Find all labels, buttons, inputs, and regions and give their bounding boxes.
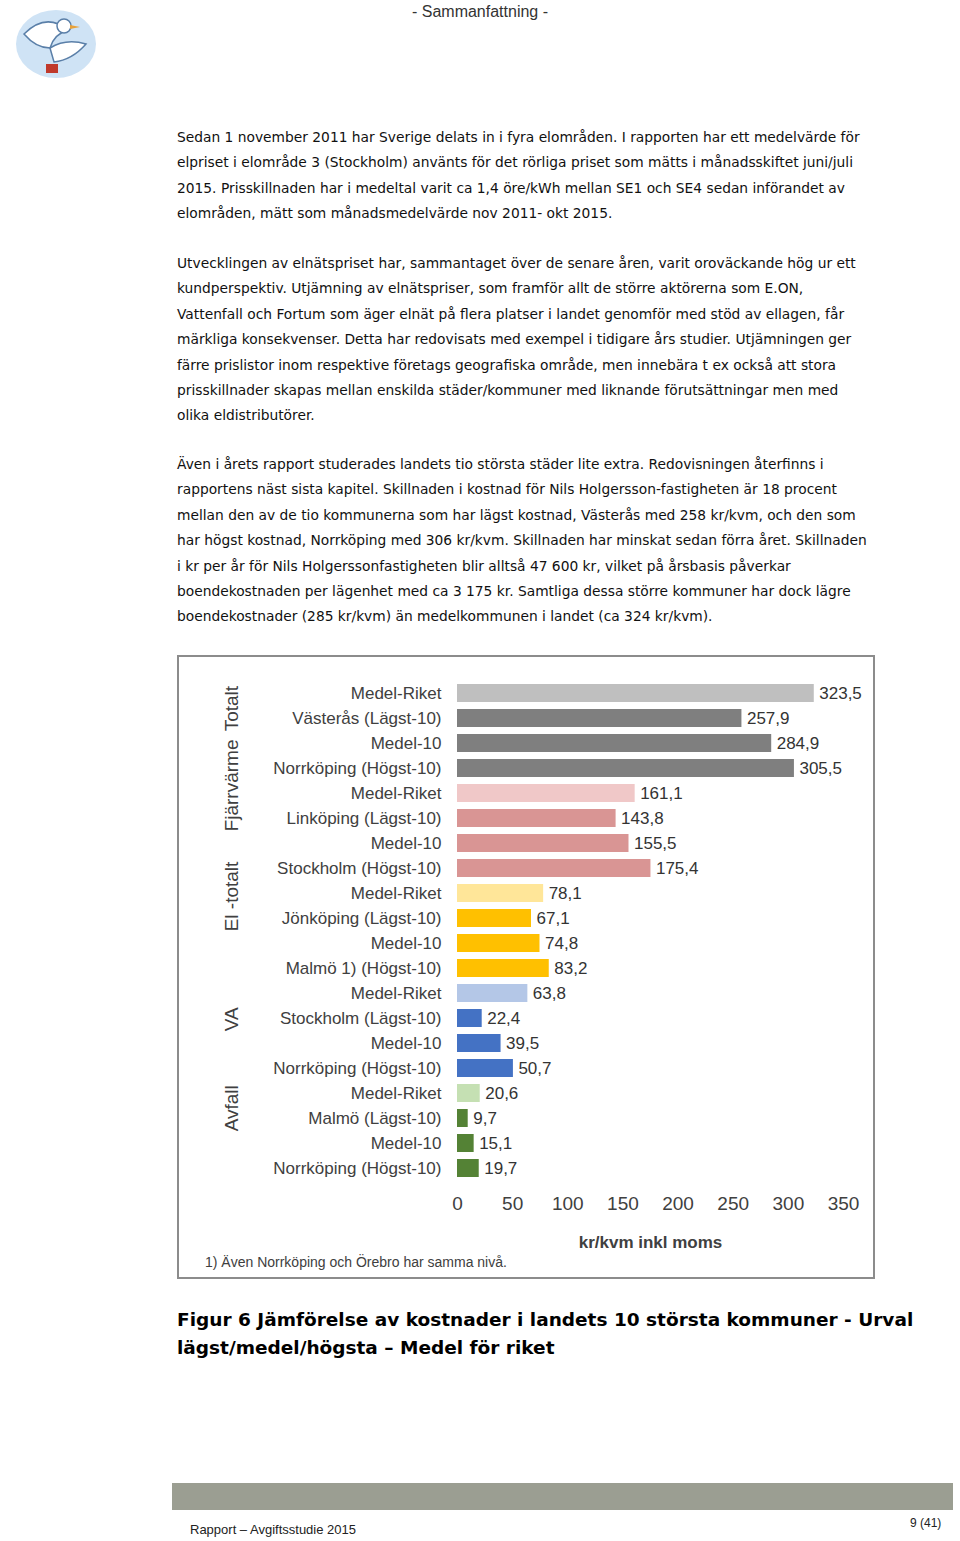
html-text:elpriset i elområde 3 (Stockho: elpriset i elområde 3 (Stockholm) använt… (177, 154, 853, 171)
svg-text:305,5: 305,5 (799, 759, 842, 778)
svg-text:143,8: 143,8 (621, 809, 664, 828)
html-text:har högst kostnad, Norrköping: har högst kostnad, Norrköping med 306 kr… (177, 532, 867, 549)
html-text:boendekostnader (285 kr/kvm) ä: boendekostnader (285 kr/kvm) än medelkom… (177, 608, 713, 625)
html-text:Sedan 1 november 2011 har Sver: Sedan 1 november 2011 har Sverige delats… (177, 129, 860, 145)
html-text:olika eldistributörer.: olika eldistributörer. (177, 407, 315, 424)
svg-text:Medel-10: Medel-10 (371, 734, 442, 753)
svg-text:Medel-Riket: Medel-Riket (351, 784, 442, 803)
svg-text:Medel-10: Medel-10 (371, 834, 442, 853)
svg-text:Medel-Riket: Medel-Riket (351, 1084, 442, 1103)
html-text:1) Även Norrköping och Örebro: 1) Även Norrköping och Örebro har samma … (205, 1254, 507, 1270)
svg-text:Jönköping (Lägst-10): Jönköping (Lägst-10) (282, 909, 442, 928)
svg-text:74,8: 74,8 (545, 934, 578, 953)
html-text:Figur 6 Jämförelse av kostnade: Figur 6 Jämförelse av kostnader i landet… (177, 1309, 914, 1330)
svg-text:284,9: 284,9 (777, 734, 820, 753)
html-text:lägst/medel/högsta – Medel för: lägst/medel/högsta – Medel för riket (177, 1337, 555, 1358)
html-text:elområden, mätt som månadsmede: elområden, mätt som månadsmedelvärde nov… (177, 205, 613, 222)
svg-text:67,1: 67,1 (537, 909, 570, 928)
svg-text:100: 100 (552, 1193, 584, 1214)
html-text:rapportens näst sista kapitel.: rapportens näst sista kapitel. Skillnade… (177, 481, 837, 498)
svg-text:78,1: 78,1 (549, 884, 582, 903)
svg-text:Malmö (Lägst-10): Malmö (Lägst-10) (308, 1109, 441, 1128)
html-text:Utvecklingen av elnätspriset h: Utvecklingen av elnätspriset har, samman… (177, 255, 856, 271)
svg-text:175,4: 175,4 (656, 859, 699, 878)
html-text:märkliga konsekvenser. Detta h: märkliga konsekvenser. Detta har redovis… (177, 331, 852, 348)
svg-text:kr/kvm inkl moms: kr/kvm inkl moms (579, 1233, 723, 1252)
html-text:- Sammanfattning -: - Sammanfattning - (412, 3, 548, 20)
svg-text:22,4: 22,4 (487, 1009, 520, 1028)
svg-text:250: 250 (717, 1193, 749, 1214)
svg-text:323,5: 323,5 (819, 684, 862, 703)
svg-text:Medel-10: Medel-10 (371, 1134, 442, 1153)
svg-text:155,5: 155,5 (634, 834, 677, 853)
svg-text:Medel-10: Medel-10 (371, 934, 442, 953)
svg-text:VA: VA (221, 1007, 242, 1031)
svg-text:Linköping (Lägst-10): Linköping (Lägst-10) (287, 809, 442, 828)
svg-text:Fjärrvärme: Fjärrvärme (221, 740, 242, 832)
svg-text:39,5: 39,5 (506, 1034, 539, 1053)
svg-text:20,6: 20,6 (485, 1084, 518, 1103)
svg-text:Norrköping (Högst-10): Norrköping (Högst-10) (273, 1159, 441, 1178)
html-text:2015. Prisskillnaden har i med: 2015. Prisskillnaden har i medeltal vari… (177, 179, 845, 196)
svg-text:19,7: 19,7 (484, 1159, 517, 1178)
svg-text:257,9: 257,9 (747, 709, 790, 728)
svg-text:Stockholm (Högst-10): Stockholm (Högst-10) (277, 859, 441, 878)
svg-text:300: 300 (773, 1193, 805, 1214)
svg-text:Totalt: Totalt (221, 685, 242, 731)
svg-text:0: 0 (452, 1193, 463, 1214)
svg-text:Medel-Riket: Medel-Riket (351, 884, 442, 903)
svg-text:Medel-Riket: Medel-Riket (351, 984, 442, 1003)
svg-text:Norrköping (Högst-10): Norrköping (Högst-10) (273, 759, 441, 778)
svg-text:63,8: 63,8 (533, 984, 566, 1003)
svg-text:200: 200 (662, 1193, 694, 1214)
html-text:Vattenfall och Fortum som äger: Vattenfall och Fortum som äger elnät på … (177, 305, 845, 322)
html-text:boendekostnaden per lägenhet m: boendekostnaden per lägenhet med ca 3 17… (177, 583, 851, 599)
svg-text:50: 50 (502, 1193, 523, 1214)
svg-text:Avfall: Avfall (221, 1085, 242, 1131)
svg-text:Malmö 1) (Högst-10): Malmö 1) (Högst-10) (286, 959, 442, 978)
html-text:kundperspektiv. Utjämning av e: kundperspektiv. Utjämning av elnätsprise… (177, 280, 804, 297)
html-text:Rapport – Avgiftsstudie 2015: Rapport – Avgiftsstudie 2015 (190, 1522, 356, 1537)
svg-text:83,2: 83,2 (554, 959, 587, 978)
svg-text:Norrköping (Högst-10): Norrköping (Högst-10) (273, 1059, 441, 1078)
svg-text:161,1: 161,1 (640, 784, 683, 803)
svg-text:50,7: 50,7 (518, 1059, 551, 1078)
html-text:Även i årets rapport studerade: Även i årets rapport studerades landets … (177, 456, 824, 472)
svg-text:Medel-10: Medel-10 (371, 1034, 442, 1053)
svg-text:Stockholm (Lägst-10): Stockholm (Lägst-10) (280, 1009, 442, 1028)
html-text:mellan den av de tio kommunern: mellan den av de tio kommunerna som har … (177, 506, 856, 523)
svg-text:15,1: 15,1 (479, 1134, 512, 1153)
svg-text:Medel-Riket: Medel-Riket (351, 684, 442, 703)
svg-text:150: 150 (607, 1193, 639, 1214)
svg-text:350: 350 (828, 1193, 860, 1214)
html-text:9 (41): 9 (41) (910, 1516, 942, 1530)
html-text:prisskillnader skapas mellan e: prisskillnader skapas mellan enskilda st… (177, 382, 839, 398)
html-text:färre prislistor inom respekti: färre prislistor inom respektive företag… (177, 356, 837, 373)
svg-text:9,7: 9,7 (473, 1109, 497, 1128)
svg-text:El -totalt: El -totalt (221, 861, 242, 931)
svg-text:Västerås (Lägst-10): Västerås (Lägst-10) (292, 709, 441, 728)
html-text:i kr per år för Nils Holgersso: i kr per år för Nils Holgerssonfastighet… (177, 557, 791, 574)
